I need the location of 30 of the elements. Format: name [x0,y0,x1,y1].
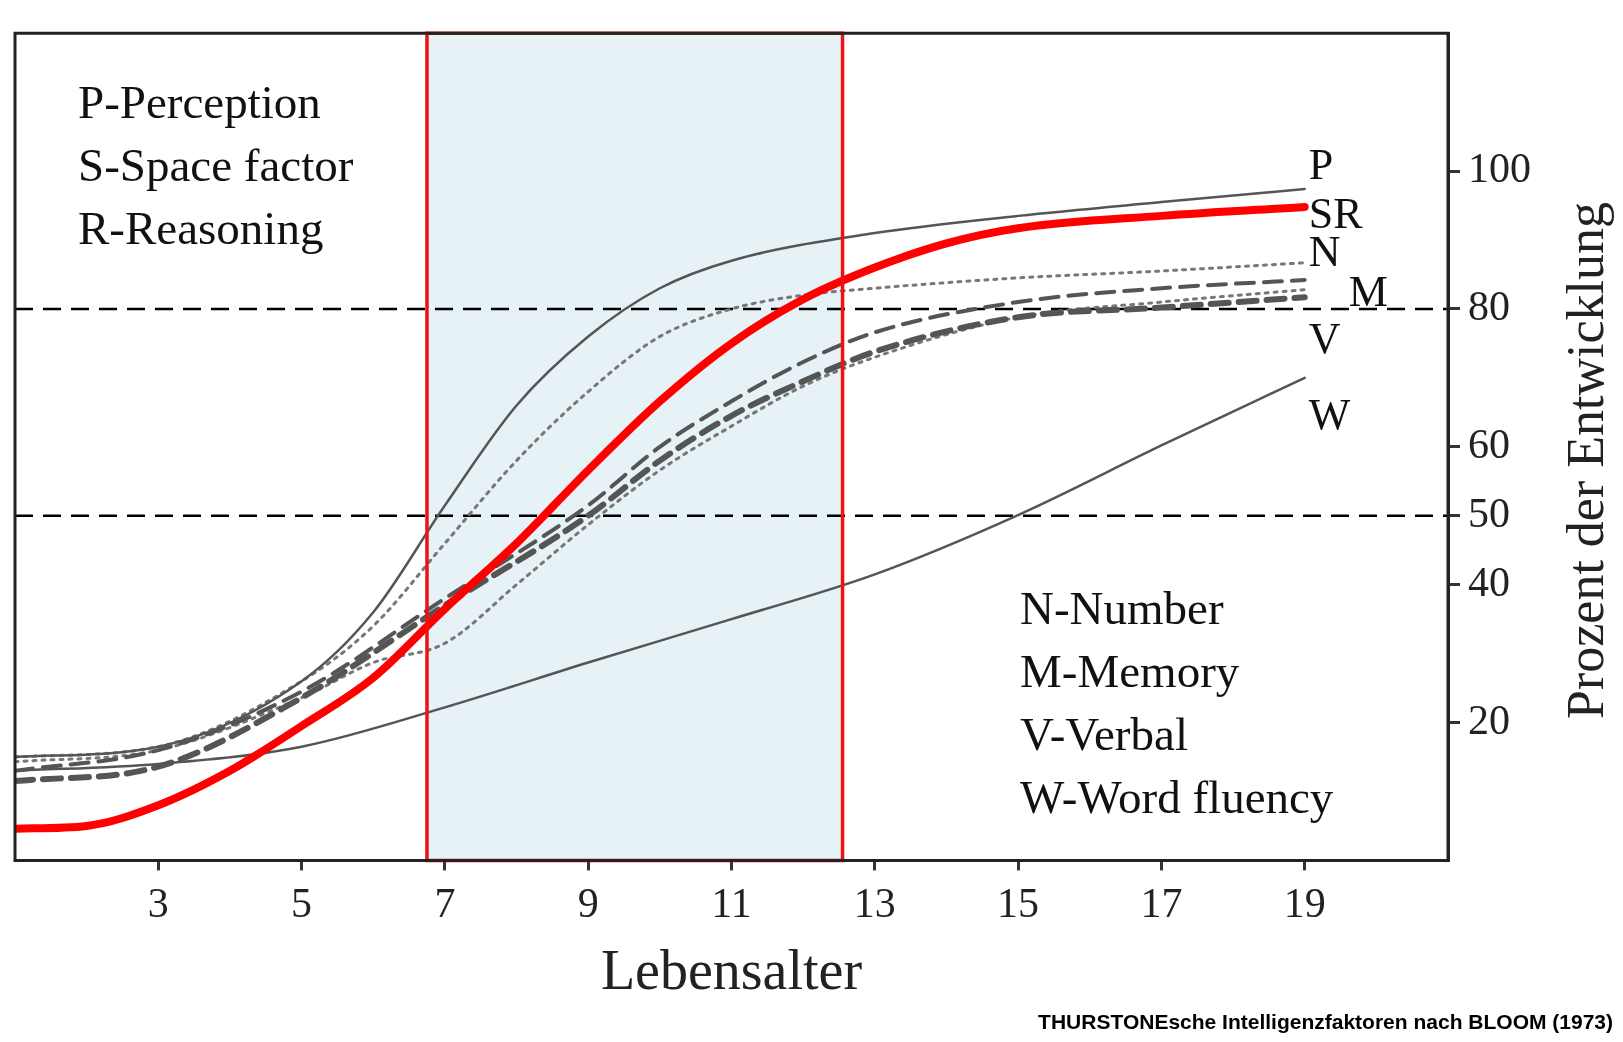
x-tick-label: 15 [997,879,1040,926]
y-tick-label: 80 [1468,282,1510,329]
x-tick-label: 11 [711,879,752,926]
y-tick-label: 50 [1468,489,1510,536]
series-label: W [1308,390,1351,440]
x-tick-label: 13 [853,879,896,926]
annotation: S-Space factor [78,138,354,191]
annotation: W-Word fluency [1020,770,1334,823]
x-tick-label: 9 [577,879,599,926]
y-tick-label: 20 [1468,696,1510,743]
x-axis-title: Lebensalter [600,939,863,1002]
series-label: M [1348,266,1388,316]
x-tick-label: 19 [1283,879,1326,926]
series-label: P [1308,139,1334,189]
text: THURSTONEsche Intelligenzfaktoren nach BLOOM (1973) [1038,1010,1613,1034]
y-tick-label: 100 [1468,145,1531,192]
x-tick-label: 7 [434,879,456,926]
series-label: N [1308,227,1341,277]
annotation: V-Verbal [1020,707,1188,760]
y-tick-label: 40 [1468,558,1510,605]
annotation: P-Perception [78,75,321,128]
annotation: N-Number [1020,581,1224,634]
annotation: M-Memory [1020,644,1240,697]
y-axis-title: Prozent der Entwicklung [1555,201,1615,719]
series-label: V [1308,313,1341,363]
y-tick-label: 60 [1468,420,1510,467]
x-tick-label: 3 [147,879,169,926]
x-tick-label: 17 [1140,879,1183,926]
x-tick-label: 5 [291,879,313,926]
annotation: R-Reasoning [78,201,324,254]
